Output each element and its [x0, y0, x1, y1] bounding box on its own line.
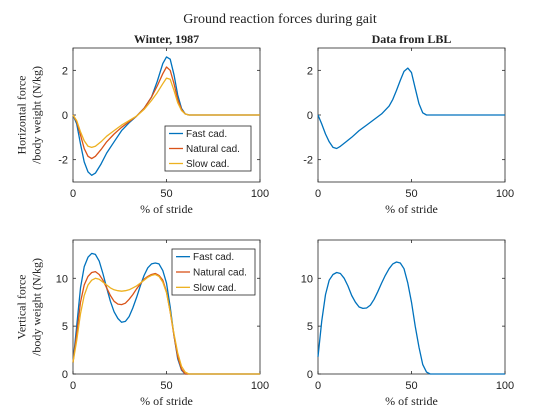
legend-label: Fast cad. [193, 252, 234, 263]
y-tick-label: -2 [58, 155, 68, 167]
series-line [72, 273, 260, 375]
x-tick-label: 0 [315, 380, 321, 392]
x-tick-label: 0 [70, 188, 76, 200]
series-line [72, 77, 260, 149]
figure-title: Ground reaction forces during gait [183, 12, 377, 27]
series-line [317, 67, 505, 150]
y-tick-label: 2 [307, 65, 313, 77]
legend-label: Fast cad. [186, 129, 227, 140]
legend-label: Natural cad. [193, 268, 247, 279]
y-axis-label: /body weight (N/kg) [30, 66, 44, 164]
panel-title: Data from LBL [372, 32, 452, 46]
legend-label: Slow cad. [193, 283, 236, 294]
panel-bottom-left: 0 50 100 0 5 10 % of stride Vertical force/body… [15, 239, 269, 408]
x-axis-label: % of stride [140, 202, 193, 216]
y-tick-label: 10 [56, 273, 68, 285]
x-tick-label: 100 [251, 188, 269, 200]
x-tick-label: 0 [70, 380, 76, 392]
y-tick-label: 0 [307, 110, 313, 122]
y-tick-label: 5 [62, 321, 68, 333]
x-tick-label: 50 [160, 188, 172, 200]
y-tick-label: -2 [303, 155, 313, 167]
x-axis-label: % of stride [385, 394, 438, 408]
y-tick-label: 5 [307, 321, 313, 333]
y-tick-label: 0 [62, 369, 68, 381]
y-axis-label: Horizontal force [15, 76, 29, 155]
panel-bottom-right: 0 50 100 0 5 10 % of stride [301, 239, 514, 408]
legend: Fast cad. Natural cad. Slow cad. [171, 248, 256, 296]
y-axis-label: Vertical force [15, 275, 29, 340]
x-tick-label: 100 [496, 188, 514, 200]
y-axis-label: /body weight (N/kg) [30, 258, 44, 356]
x-tick-label: 100 [251, 380, 269, 392]
legend-label: Slow cad. [186, 159, 229, 170]
x-tick-label: 50 [160, 380, 172, 392]
panel-top-right: 0 50 100 -2 0 2 Data from LBL % of stride [303, 32, 514, 216]
x-tick-label: 100 [496, 380, 514, 392]
x-tick-label: 0 [315, 188, 321, 200]
legend-label: Natural cad. [186, 144, 240, 155]
x-tick-label: 50 [405, 188, 417, 200]
panel-top-left: 0 50 100 -2 0 2 Winter, 1987 % of stride Horizon… [15, 32, 270, 216]
legend: Fast cad. Natural cad. Slow cad. [164, 125, 252, 172]
y-tick-label: 10 [301, 273, 313, 285]
x-tick-label: 50 [405, 380, 417, 392]
series-line [317, 261, 505, 375]
panel-title: Winter, 1987 [134, 32, 199, 46]
y-tick-label: 2 [62, 65, 68, 77]
y-tick-label: 0 [307, 369, 313, 381]
x-axis-label: % of stride [140, 394, 193, 408]
x-axis-label: % of stride [385, 202, 438, 216]
axes-box [317, 239, 506, 375]
y-tick-label: 0 [62, 110, 68, 122]
